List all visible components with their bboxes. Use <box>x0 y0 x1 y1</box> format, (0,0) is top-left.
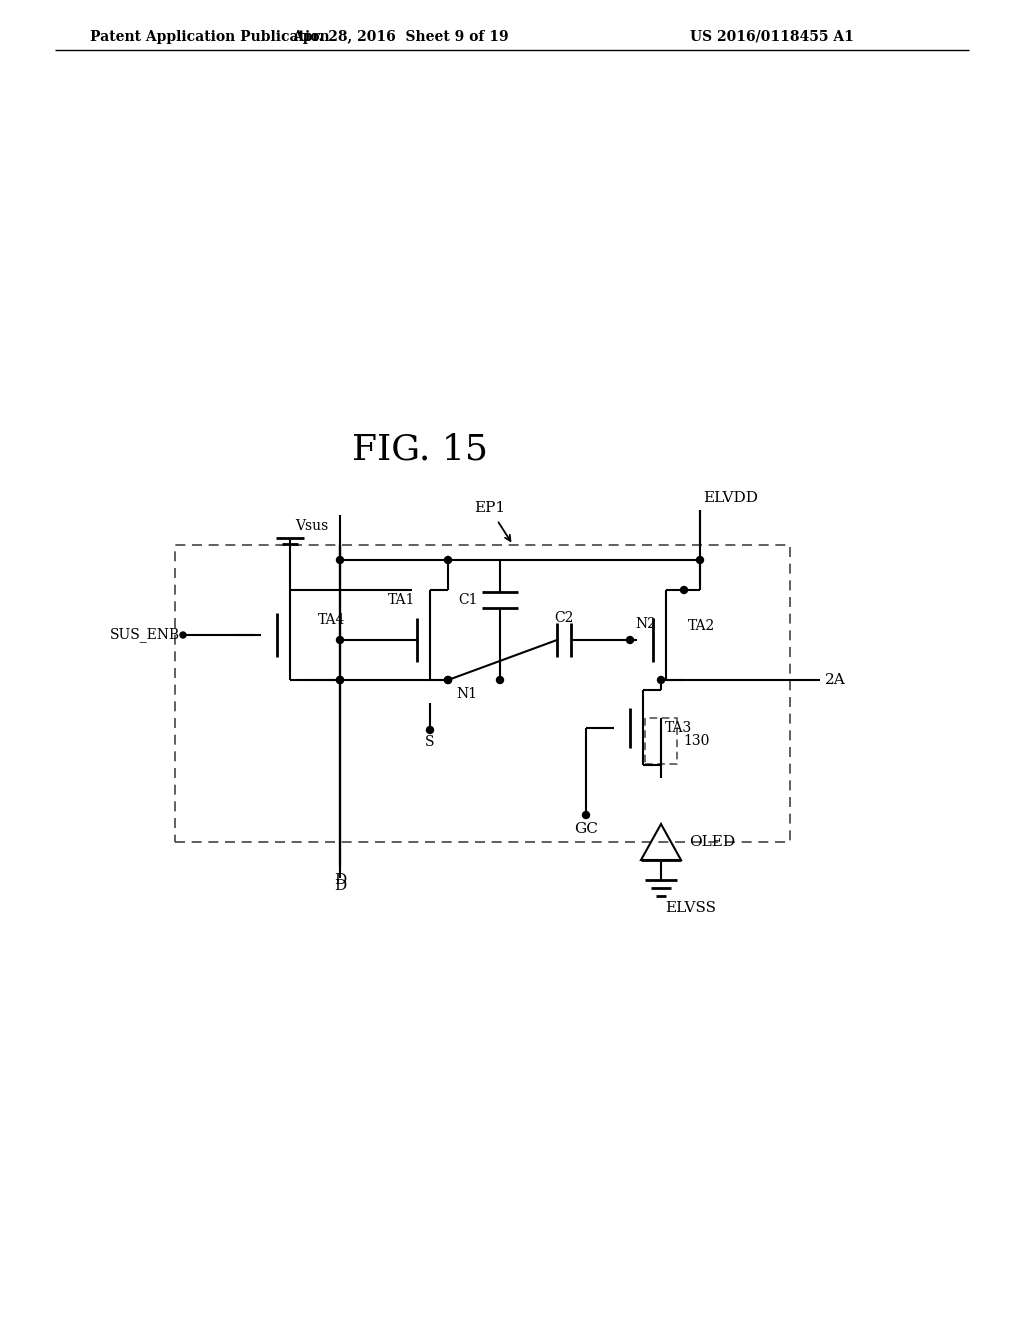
Text: TA3: TA3 <box>665 721 692 735</box>
Text: US 2016/0118455 A1: US 2016/0118455 A1 <box>690 30 854 44</box>
Text: GC: GC <box>574 822 598 836</box>
Text: S: S <box>425 735 435 748</box>
Circle shape <box>444 557 452 564</box>
Text: 2A: 2A <box>825 673 846 686</box>
Text: SUS_ENB: SUS_ENB <box>110 627 180 643</box>
Text: 130: 130 <box>683 734 710 748</box>
Circle shape <box>337 557 343 564</box>
Text: Vsus: Vsus <box>295 519 329 533</box>
Circle shape <box>424 690 436 702</box>
Text: Patent Application Publication: Patent Application Publication <box>90 30 330 44</box>
Bar <box>175 545 790 842</box>
Text: TA4: TA4 <box>318 612 345 627</box>
Text: N2: N2 <box>635 616 656 631</box>
Text: FIG. 15: FIG. 15 <box>352 433 488 467</box>
Text: Apr. 28, 2016  Sheet 9 of 19: Apr. 28, 2016 Sheet 9 of 19 <box>292 30 508 44</box>
Text: TA2: TA2 <box>688 619 715 634</box>
Text: D: D <box>334 873 346 887</box>
Circle shape <box>444 676 452 684</box>
Text: D: D <box>334 879 346 894</box>
Text: ELVSS: ELVSS <box>665 902 716 915</box>
Circle shape <box>444 676 452 684</box>
Bar <box>645 718 677 764</box>
Text: N1: N1 <box>456 686 477 701</box>
Text: ELVDD: ELVDD <box>703 491 758 506</box>
Circle shape <box>497 676 504 684</box>
Circle shape <box>427 726 433 734</box>
Circle shape <box>337 636 343 644</box>
Text: OLED: OLED <box>689 836 735 849</box>
Text: C1: C1 <box>459 593 478 607</box>
Circle shape <box>337 676 343 684</box>
Text: C2: C2 <box>554 611 573 624</box>
Circle shape <box>657 676 665 684</box>
Circle shape <box>180 632 186 638</box>
Circle shape <box>681 586 687 594</box>
Text: TA1: TA1 <box>388 593 416 607</box>
Circle shape <box>583 812 590 818</box>
Circle shape <box>337 676 343 684</box>
Circle shape <box>627 636 634 644</box>
Text: EP1: EP1 <box>474 502 506 515</box>
Circle shape <box>696 557 703 564</box>
